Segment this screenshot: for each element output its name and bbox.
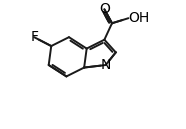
Text: F: F bbox=[30, 30, 38, 44]
Text: N: N bbox=[100, 58, 111, 72]
Text: O: O bbox=[99, 2, 110, 16]
Text: OH: OH bbox=[129, 11, 150, 25]
